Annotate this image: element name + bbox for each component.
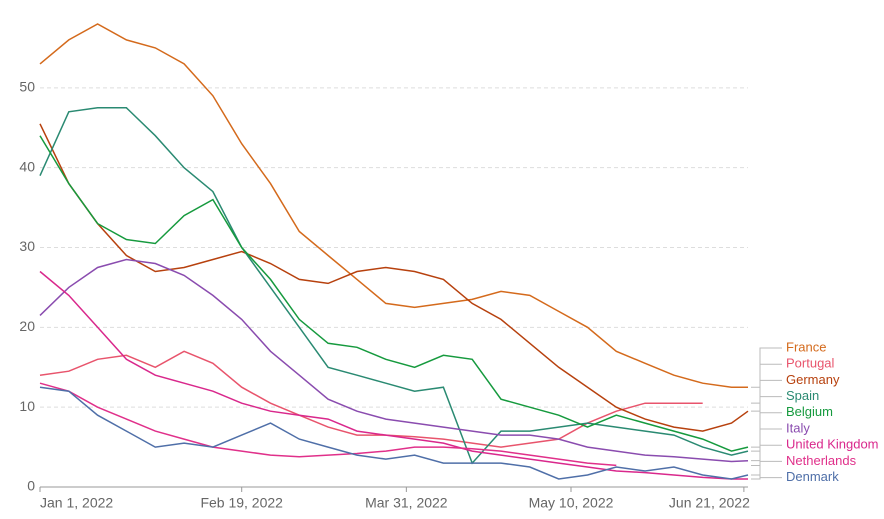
label-connector [751, 460, 782, 466]
series-line [39, 270, 748, 480]
series-line [39, 123, 749, 432]
series-label: Germany [786, 372, 840, 387]
series-line [39, 258, 749, 463]
x-tick-label: Jun 21, 2022 [669, 495, 750, 511]
x-tick-label: Feb 19, 2022 [200, 495, 283, 511]
x-tick-label: Mar 31, 2022 [365, 495, 448, 511]
series-label: Denmark [786, 469, 839, 484]
label-connector [751, 347, 782, 388]
series-line [39, 23, 748, 388]
label-connector [751, 444, 782, 480]
series-line [39, 382, 617, 467]
series-label: France [786, 339, 826, 354]
label-connector [751, 363, 782, 404]
series-line [39, 350, 703, 448]
series-label: Italy [786, 420, 810, 435]
series-label: Netherlands [786, 453, 857, 468]
label-connector [751, 379, 782, 412]
y-tick-label: 0 [27, 478, 35, 494]
y-tick-label: 30 [19, 238, 35, 254]
series-label: Belgium [786, 404, 833, 419]
series-line [39, 107, 749, 465]
y-tick-label: 50 [19, 79, 35, 95]
series-line [39, 135, 749, 452]
x-tick-label: May 10, 2022 [529, 495, 614, 511]
series-line [39, 386, 749, 480]
y-tick-label: 10 [19, 398, 35, 414]
x-tick-label: Jan 1, 2022 [40, 495, 113, 511]
series-label: Portugal [786, 356, 835, 371]
y-tick-label: 20 [19, 318, 35, 334]
series-label: United Kingdom [786, 437, 879, 452]
label-connector [751, 474, 782, 479]
label-connector [751, 412, 782, 448]
y-tick-label: 40 [19, 158, 35, 174]
series-label: Spain [786, 388, 819, 403]
label-connector [751, 396, 782, 452]
